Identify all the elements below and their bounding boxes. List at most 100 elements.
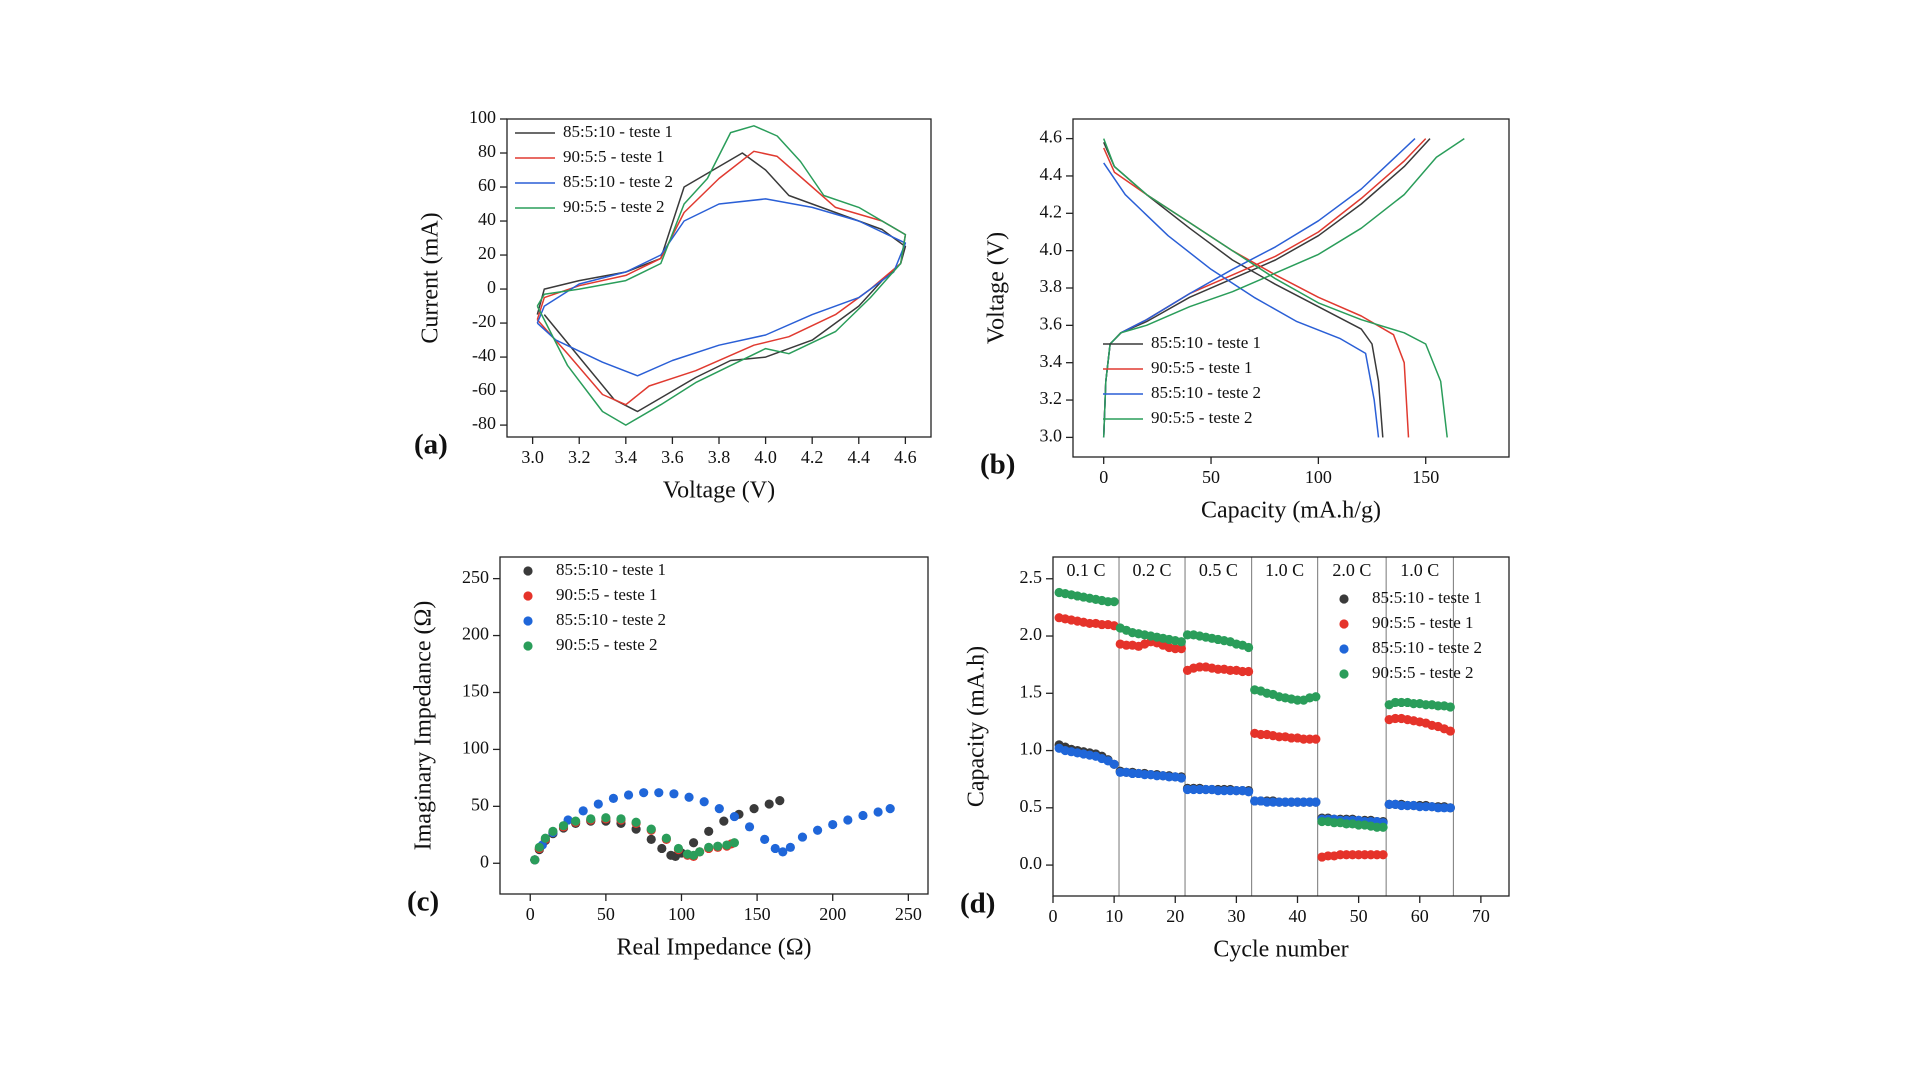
legend-label: 85:5:10 - teste 2 <box>563 172 673 191</box>
point <box>729 838 740 848</box>
x-tick-label: 150 <box>744 904 771 924</box>
y-tick-label: 4.0 <box>1040 239 1063 259</box>
point <box>775 796 785 806</box>
y-tick-label: -20 <box>472 311 496 331</box>
legend-swatch <box>1339 619 1349 629</box>
point <box>1176 644 1186 654</box>
point <box>812 825 823 835</box>
x-axis-label: Capacity (mA.h/g) <box>1201 498 1381 524</box>
point <box>704 826 714 836</box>
point <box>1378 822 1388 832</box>
point <box>646 824 656 834</box>
point <box>699 797 709 807</box>
panel: 0 50 100 150 200 250 0 50 100 150 200 250 85:5:10 - … <box>407 556 929 961</box>
x-tick-label: 50 <box>1350 906 1368 926</box>
legend-swatch <box>1339 594 1349 604</box>
legend-label: 85:5:10 - teste 1 <box>1151 333 1261 352</box>
point <box>654 788 664 798</box>
point <box>797 832 808 842</box>
point <box>704 842 714 852</box>
x-tick-label: 3.8 <box>708 447 731 467</box>
point <box>714 804 724 814</box>
legend-label: 85:5:10 - teste 2 <box>1151 383 1261 402</box>
legend-label: 85:5:10 - teste 2 <box>1372 638 1482 657</box>
point <box>1445 803 1455 813</box>
x-tick-label: 250 <box>895 904 922 924</box>
legend-label: 85:5:10 - teste 1 <box>556 560 666 579</box>
y-tick-label: 3.0 <box>1040 426 1063 446</box>
x-tick-label: 0 <box>1049 906 1058 926</box>
point <box>558 821 569 831</box>
point <box>764 799 774 809</box>
point <box>843 815 853 825</box>
point <box>540 833 550 843</box>
legend-label: 90:5:5 - teste 2 <box>563 197 665 216</box>
point <box>586 814 596 824</box>
y-tick-label: 3.6 <box>1040 313 1063 333</box>
y-tick-label: 250 <box>462 567 489 587</box>
y-tick-label: 0 <box>487 277 496 297</box>
point <box>858 810 868 821</box>
rate-label: 2.0 C <box>1332 560 1371 580</box>
rate-label: 0.1 C <box>1067 560 1106 580</box>
x-tick-label: 50 <box>597 904 615 924</box>
rate-label: 1.0 C <box>1265 560 1304 580</box>
legend-swatch <box>523 641 533 651</box>
y-tick-label: 4.4 <box>1040 164 1063 184</box>
x-tick-label: 3.4 <box>615 447 638 467</box>
y-tick-label: -80 <box>472 413 496 433</box>
panel: 0 10 20 30 40 50 60 70 0.0 0.5 1.0 1.5 2.0 2.5 0.1 C 0.… <box>960 556 1510 963</box>
x-tick-label: 70 <box>1472 906 1490 926</box>
x-tick-label: 200 <box>819 904 846 924</box>
legend-swatch <box>523 616 533 626</box>
y-tick-label: 100 <box>462 738 489 758</box>
rate-label: 0.5 C <box>1199 560 1238 580</box>
plot-frame <box>506 118 932 438</box>
point <box>530 855 540 865</box>
point <box>631 817 641 827</box>
y-tick-label: 200 <box>462 624 489 644</box>
y-tick-label: 4.2 <box>1040 201 1063 221</box>
x-tick-label: 0 <box>1099 467 1108 487</box>
point <box>623 790 634 800</box>
legend-label: 90:5:5 - teste 1 <box>556 585 658 604</box>
legend-label: 85:5:10 - teste 2 <box>556 610 666 629</box>
legend-label: 90:5:5 - teste 2 <box>1372 663 1474 682</box>
point <box>873 807 883 817</box>
y-tick-label: 3.4 <box>1040 351 1063 371</box>
legend-label: 90:5:5 - teste 1 <box>1151 358 1253 377</box>
x-tick-label: 4.6 <box>894 447 917 467</box>
x-axis-label: Cycle number <box>1213 937 1348 963</box>
x-axis-label: Real Impedance (Ω) <box>616 935 811 961</box>
point <box>534 842 544 852</box>
series-line <box>536 198 907 377</box>
y-tick-label: 0.0 <box>1020 853 1043 873</box>
point <box>785 842 795 852</box>
point <box>688 838 699 848</box>
x-tick-label: 100 <box>668 904 695 924</box>
legend-swatch <box>523 566 533 576</box>
y-tick-label: 20 <box>478 243 496 263</box>
y-axis-label: Capacity (mA.h) <box>964 646 990 807</box>
rate-label: 0.2 C <box>1133 560 1172 580</box>
point <box>608 793 619 803</box>
point <box>578 806 588 816</box>
panel-label: (b) <box>980 449 1015 481</box>
panel: 0 50 100 150 3.0 3.2 3.4 3.6 3.8 4.0 4.2 4.4 4.6 85:5… <box>980 118 1510 524</box>
point <box>749 804 759 814</box>
y-tick-label: 40 <box>478 209 496 229</box>
y-axis-label: Voltage (V) <box>984 232 1010 344</box>
point <box>729 811 740 822</box>
legend-label: 90:5:5 - teste 1 <box>1372 613 1474 632</box>
point <box>722 840 732 850</box>
y-axis-label: Imaginary Impedance (Ω) <box>411 601 437 851</box>
y-tick-label: 80 <box>478 141 496 161</box>
point <box>601 813 611 823</box>
point <box>548 826 558 836</box>
point <box>1109 759 1119 769</box>
legend-label: 90:5:5 - teste 1 <box>563 147 665 166</box>
y-tick-label: 60 <box>478 175 496 195</box>
plot-frame <box>1052 556 1510 897</box>
x-tick-label: 150 <box>1412 467 1439 487</box>
